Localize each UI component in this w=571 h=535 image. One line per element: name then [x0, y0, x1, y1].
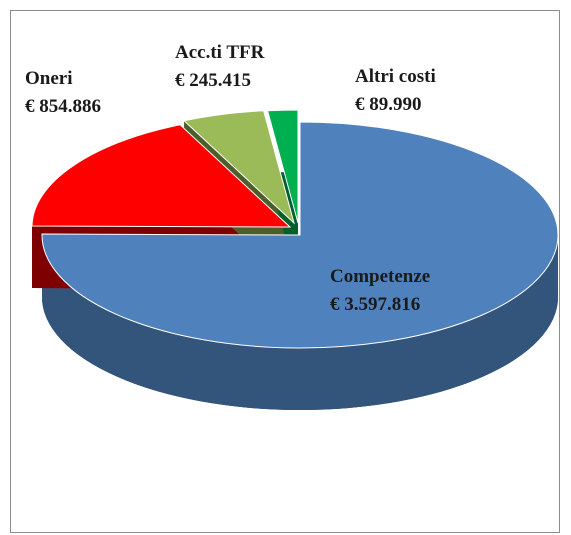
slice-label: Oneri [25, 68, 73, 89]
slice-label: Acc.ti TFR [175, 42, 265, 63]
slice-label: Altri costi [355, 66, 436, 87]
slice-side [42, 235, 558, 410]
slice-value-label: € 3.597.816 [330, 294, 420, 315]
slice [183, 110, 295, 225]
slice-label: Competenze [330, 266, 430, 287]
slice-value-label: € 854.886 [25, 96, 101, 117]
slice-side-shade [42, 235, 558, 410]
slice-value-label: € 245.415 [175, 70, 251, 91]
slice [31, 124, 292, 228]
slice [41, 121, 559, 349]
slice [266, 109, 299, 224]
slice-value-label: € 89.990 [355, 94, 422, 115]
